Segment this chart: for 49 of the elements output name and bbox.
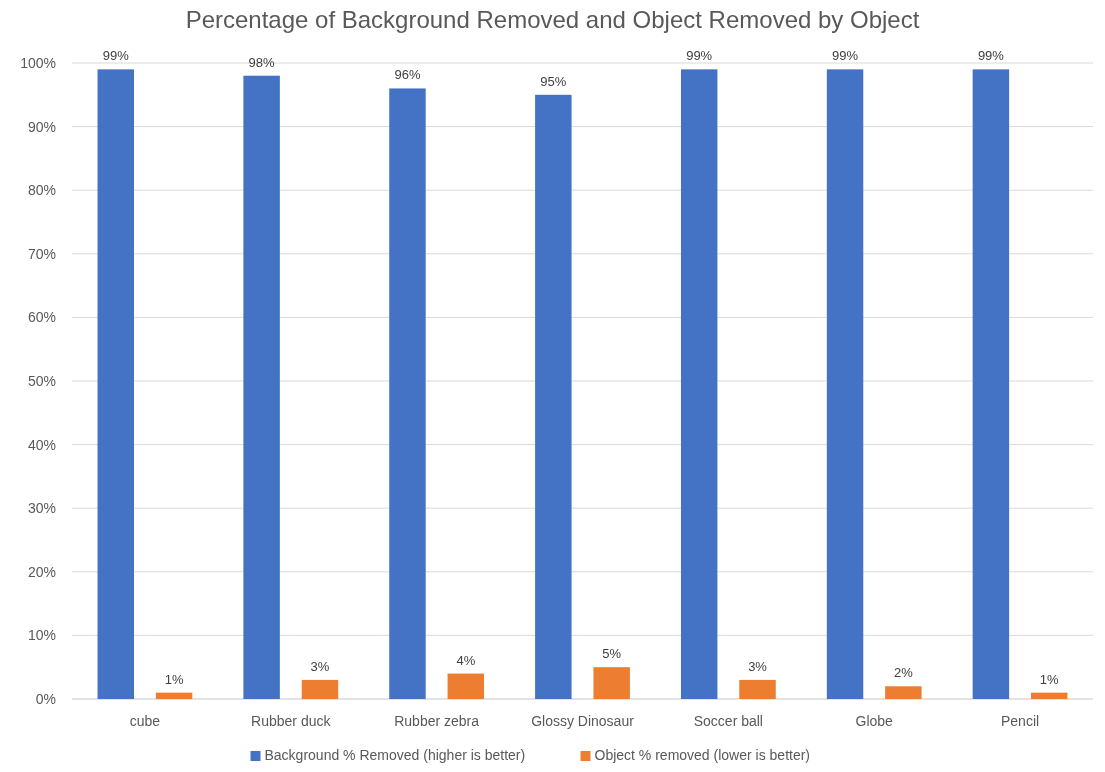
data-label: 99%: [686, 48, 713, 64]
y-tick-label: 100%: [20, 54, 56, 71]
data-label: 3%: [748, 658, 768, 674]
y-tick-label: 30%: [27, 500, 56, 517]
y-tick-label: 40%: [27, 436, 56, 453]
bar: [243, 75, 280, 699]
x-tick-label: Glossy Dinosaur: [531, 713, 635, 729]
y-tick-label: 10%: [27, 627, 56, 644]
data-label: 1%: [164, 671, 184, 687]
bar: [535, 94, 572, 699]
y-tick-label: 0%: [35, 690, 56, 707]
bar: [826, 69, 864, 699]
y-tick-label: 20%: [27, 563, 56, 580]
data-label: 99%: [102, 48, 130, 64]
bar: [885, 686, 922, 699]
bar: [1031, 692, 1068, 699]
y-tick-label: 50%: [27, 372, 56, 389]
x-tick-label: Soccer ball: [693, 713, 763, 729]
chart-title: Percentage of Background Removed and Object Removed by Object: [185, 6, 920, 33]
data-label: 4%: [456, 652, 476, 668]
bar: [593, 667, 630, 699]
legend-label: Background % Removed (higher is better): [264, 747, 526, 763]
x-tick-label: Globe: [855, 713, 894, 729]
data-label: 98%: [248, 54, 276, 70]
data-label: 95%: [540, 73, 567, 89]
data-label: 3%: [310, 658, 330, 674]
y-tick-label: 90%: [27, 118, 56, 135]
data-label: 99%: [832, 48, 859, 64]
x-tick-label: cube: [129, 713, 161, 729]
data-label: 5%: [602, 646, 622, 662]
bar: [389, 88, 426, 699]
data-label: 99%: [977, 48, 1005, 64]
y-tick-label: 70%: [27, 245, 56, 262]
x-tick-label: Rubber duck: [251, 713, 332, 729]
legend-label: Object % removed (lower is better): [594, 747, 811, 763]
bar: [97, 69, 134, 699]
data-label: 2%: [893, 665, 914, 681]
data-label: 1%: [1039, 671, 1060, 687]
bar: [301, 679, 339, 699]
bar: [739, 679, 776, 699]
bar: [972, 69, 1010, 699]
x-tick-label: Rubber zebra: [394, 713, 480, 729]
data-label: 96%: [394, 67, 421, 83]
bar: [680, 69, 718, 699]
y-tick-label: 80%: [27, 182, 56, 199]
x-tick-label: Pencil: [1001, 713, 1040, 729]
bar: [155, 692, 193, 699]
bar: [447, 673, 485, 699]
y-tick-label: 60%: [27, 309, 56, 326]
